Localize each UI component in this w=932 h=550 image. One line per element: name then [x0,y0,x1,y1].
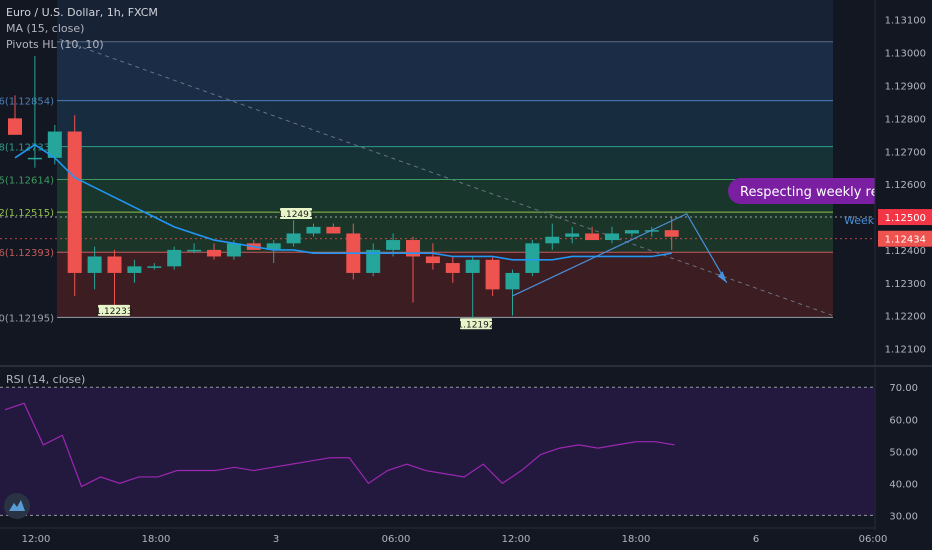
time-tick: 06:00 [382,534,411,545]
pivot-label-box [280,207,312,219]
candle-body[interactable] [525,243,540,273]
fib-label-2: 618(1.12733) [0,143,54,154]
candle-body[interactable] [565,233,580,237]
candle-body[interactable] [644,230,659,232]
rsi-band [0,387,875,516]
candle-body[interactable] [107,256,122,273]
rsi-tick: 60.00 [889,415,918,426]
price-tick: 1.12600 [885,180,926,191]
resistance-price-tag [878,209,932,226]
candle-body[interactable] [306,226,321,234]
fib-top-band [57,0,833,42]
candle-body[interactable] [545,236,560,244]
candle-body[interactable] [585,233,600,241]
fib-zone-4 [57,212,833,253]
time-tick: 3 [273,534,279,545]
candle-body[interactable] [386,240,401,250]
price-tick: 1.12200 [885,312,926,323]
candle-body[interactable] [47,131,62,158]
trend-line [59,38,834,317]
fib-label-5: 236(1.12393) [0,248,54,259]
fib-zone-1 [57,100,833,147]
price-tick: 1.12800 [885,114,926,125]
time-tick: 18:00 [622,534,651,545]
rsi-indicator-label[interactable]: RSI (14, close) [6,373,86,386]
fib-zone-3 [57,179,833,213]
candle-body[interactable] [226,243,241,257]
candle-body[interactable] [505,272,520,290]
price-tick: 1.13000 [885,49,926,60]
candle-body[interactable] [286,233,301,244]
candle-body[interactable] [87,256,102,273]
fib-zone-0 [57,41,833,101]
price-tick: 1.12700 [885,147,926,158]
candle-body[interactable] [664,230,679,237]
price-tick: 1.12300 [885,279,926,290]
price-tick: 1.12100 [885,345,926,356]
candle-body[interactable] [624,230,639,234]
time-tick: 12:00 [502,534,531,545]
price-tick: 1.12400 [885,246,926,257]
candle-body[interactable] [485,259,500,290]
candle-body[interactable] [425,256,440,264]
time-tick: 6 [753,534,759,545]
candle-body[interactable] [326,226,341,234]
fib-bottom-zone [57,252,833,318]
candle-body[interactable] [366,249,381,273]
candle-body[interactable] [127,266,142,273]
candle-body[interactable] [27,157,42,160]
candle-body[interactable] [266,243,281,250]
candle-body[interactable] [465,259,480,273]
pivot-label-box [460,318,492,330]
price-tick: 1.12900 [885,81,926,92]
pivot-label-box [98,304,130,316]
fib-label-1: 786(1.12854) [0,97,54,108]
rsi-tick: 40.00 [889,479,918,490]
price-tick: 1.13100 [885,16,926,27]
candle-body[interactable] [605,233,619,241]
weekly-label: Weekly [844,214,884,227]
candle-body[interactable] [8,118,22,135]
current-price-value: 1.12434 [885,235,926,246]
fib-label-4: 382(1.12515) [0,208,54,219]
fib-label-3: 0.5(1.12614) [0,176,54,187]
logo-glyph [9,500,25,511]
tradingview-logo-icon[interactable] [4,493,30,519]
price-axis-bg [875,0,932,550]
projection-arrowhead [717,271,727,283]
pivots-indicator-label[interactable]: Pivots HL (10, 10) [6,38,104,51]
fib-label-6: 0(1.12195) [0,313,54,324]
candle-body[interactable] [445,263,460,273]
time-tick: 12:00 [22,534,51,545]
candle-body[interactable] [147,266,162,268]
rsi-tick: 30.00 [889,511,918,522]
symbol-title: Euro / U.S. Dollar, 1h, FXCM [6,6,158,19]
candle-body[interactable] [406,240,420,257]
time-tick: 18:00 [142,534,171,545]
candle-body[interactable] [207,249,221,257]
pivot-label: 1.12192 [457,320,494,330]
fib-zone-2 [57,146,833,180]
current-price-tag [878,230,932,247]
pivot-label: 1.12491 [277,210,314,220]
rsi-tick: 50.00 [889,447,918,458]
ma-indicator-label[interactable]: MA (15, close) [6,22,85,35]
pivot-label: 1.12233 [95,307,132,317]
candle-body[interactable] [67,131,82,273]
callout-text: Respecting weekly resista [740,185,909,200]
callout-bubble[interactable] [728,178,888,204]
projection-path [512,212,728,297]
candle-body[interactable] [187,249,202,252]
rsi-line[interactable] [4,402,675,488]
rsi-tick: 70.00 [889,383,918,394]
time-tick: 06:00 [859,534,888,545]
resistance-price-value: 1.12500 [885,213,926,224]
candle-body[interactable] [167,249,182,267]
ma-line[interactable] [14,143,672,261]
